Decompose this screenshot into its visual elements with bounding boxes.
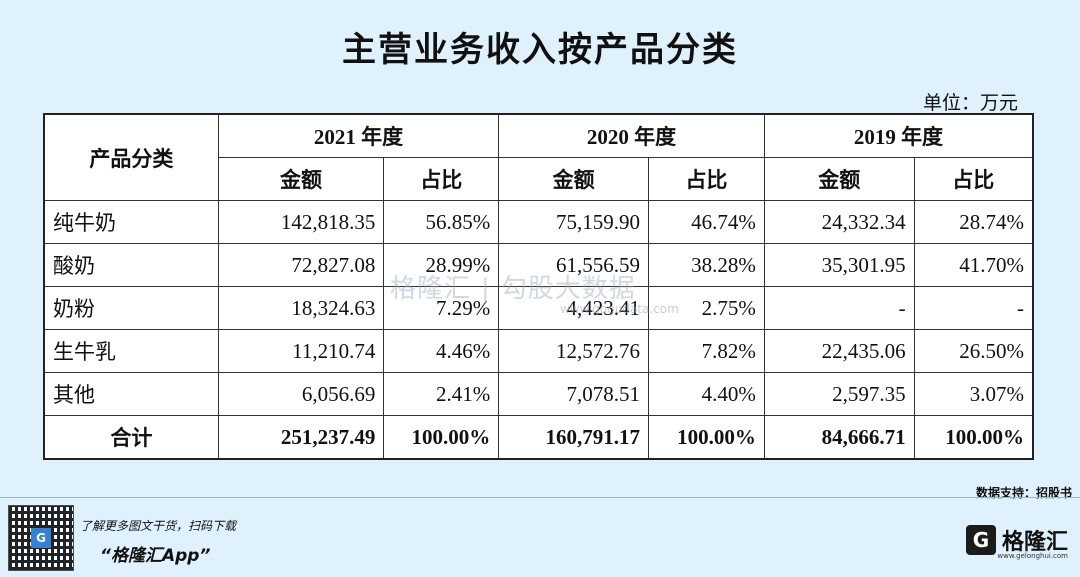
table-cell: 72,827.08 xyxy=(217,243,385,287)
brand-logo: G 格隆汇 www.gelonghui.com xyxy=(965,524,1068,560)
year-header: 2020 年度 xyxy=(498,113,765,158)
table-cell: 24,332.34 xyxy=(763,200,915,244)
row-label: 其他 xyxy=(43,372,219,416)
table-cell: 6,056.69 xyxy=(217,372,385,416)
year-header: 2021 年度 xyxy=(217,113,500,158)
table-cell: 160,791.17 xyxy=(498,415,649,460)
table-cell: 7.29% xyxy=(383,286,500,330)
qr-logo-icon: G xyxy=(31,528,51,548)
sub-header: 金额 xyxy=(763,157,915,201)
table-cell: 100.00% xyxy=(913,415,1034,460)
table-row: 其他 6,056.69 2.41% 7,078.51 4.40% 2,597.35 3.07… xyxy=(43,372,1034,416)
brand-name: 格隆汇 xyxy=(1001,530,1068,555)
watermark-url: www.gogudata.com xyxy=(560,302,679,316)
table-cell: 28.99% xyxy=(383,243,500,287)
table-row: 酸奶 72,827.08 28.99% 61,556.59 38.28% 35,301.9… xyxy=(43,243,1034,287)
table-cell: 100.00% xyxy=(383,415,500,460)
source-note: 数据支持：招股书 xyxy=(975,486,1072,500)
corner-header: 产品分类 xyxy=(43,113,219,201)
promo-text: 了解更多图文干货，扫码下载 xyxy=(80,519,237,533)
qr-code: G xyxy=(8,505,74,571)
table-cell: 142,818.35 xyxy=(217,200,385,244)
table-row: 奶粉 18,324.63 7.29% 4,423.41 2.75% - - xyxy=(43,286,1034,330)
table-cell: 11,210.74 xyxy=(217,329,385,373)
sub-header: 金额 xyxy=(498,157,649,201)
sub-header: 金额 xyxy=(217,157,385,201)
table-cell: 3.07% xyxy=(913,372,1034,416)
table-cell: 41.70% xyxy=(913,243,1034,287)
brand-url: www.gelonghui.com xyxy=(997,552,1068,560)
total-row: 合计 251,237.49 100.00% 160,791.17 100.00%… xyxy=(43,415,1034,460)
table-cell: - xyxy=(913,286,1034,330)
table-cell: 22,435.06 xyxy=(763,329,915,373)
table-cell: 38.28% xyxy=(648,243,765,287)
year-header: 2019 年度 xyxy=(763,113,1034,158)
row-label: 生牛乳 xyxy=(43,329,219,373)
table-cell: 56.85% xyxy=(383,200,500,244)
sub-header: 占比 xyxy=(383,157,500,201)
table-cell: 75,159.90 xyxy=(498,200,649,244)
table-row: 生牛乳 11,210.74 4.46% 12,572.76 7.82% 22,435.06… xyxy=(43,329,1034,373)
table-cell: 2,597.35 xyxy=(763,372,915,416)
row-label: 纯牛奶 xyxy=(43,200,219,244)
brand-g-icon: G xyxy=(965,525,996,555)
table-row: 纯牛奶 142,818.35 56.85% 75,159.90 46.74% 24,332… xyxy=(43,200,1034,244)
table-cell: 251,237.49 xyxy=(217,415,385,460)
table-cell: 61,556.59 xyxy=(498,243,649,287)
table-cell: 26.50% xyxy=(913,329,1034,373)
footer-divider xyxy=(0,497,1080,498)
table-cell: 4.46% xyxy=(383,329,500,373)
table-cell: 4.40% xyxy=(648,372,765,416)
table-cell: 84,666.71 xyxy=(763,415,915,460)
sub-header: 占比 xyxy=(913,157,1034,201)
table-cell: 7,078.51 xyxy=(498,372,649,416)
product-revenue-table: 产品分类 2021 年度 2020 年度 2019 年度 金额 占比 金额 占比… xyxy=(43,113,1034,460)
table-cell: 7.82% xyxy=(648,329,765,373)
page-title: 主营业务收入按产品分类 xyxy=(342,30,738,70)
row-label: 合计 xyxy=(43,415,219,460)
row-label: 奶粉 xyxy=(43,286,219,330)
table-cell: 2.41% xyxy=(383,372,500,416)
sub-header: 占比 xyxy=(648,157,765,201)
table-cell: 35,301.95 xyxy=(763,243,915,287)
row-label: 酸奶 xyxy=(43,243,219,287)
table-cell: 46.74% xyxy=(648,200,765,244)
table-cell: 100.00% xyxy=(648,415,765,460)
table-cell: 18,324.63 xyxy=(217,286,385,330)
promo-app-name: “格隆汇App” xyxy=(100,546,211,566)
header-row-years: 产品分类 2021 年度 2020 年度 2019 年度 xyxy=(43,113,1034,201)
table-cell: 12,572.76 xyxy=(498,329,649,373)
unit-label: 单位：万元 xyxy=(922,92,1018,114)
table-cell: 28.74% xyxy=(913,200,1034,244)
table-cell: - xyxy=(763,286,915,330)
